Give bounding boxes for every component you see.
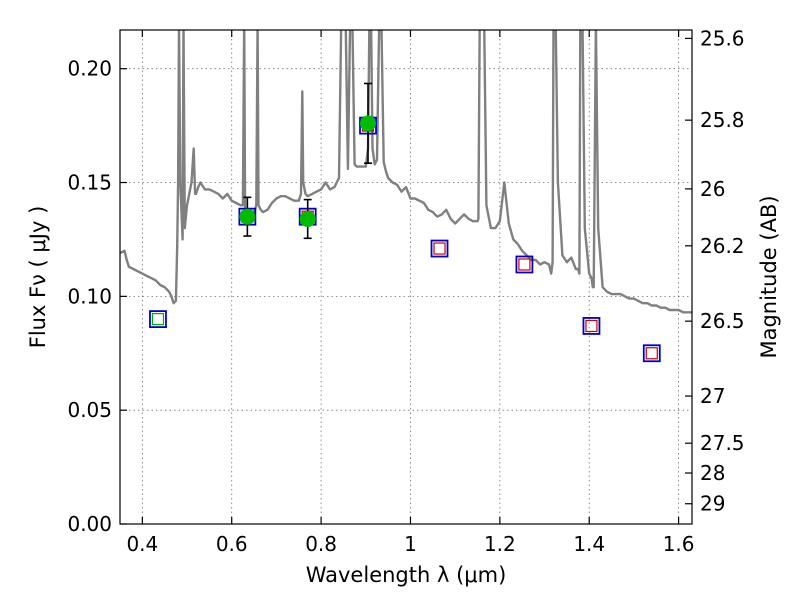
detection-circle-marker xyxy=(299,210,316,227)
photometry-square-marker xyxy=(642,344,661,363)
y2-tick-label: 25.8 xyxy=(700,108,745,132)
plot-frame xyxy=(119,29,693,525)
marker-layer xyxy=(149,82,661,363)
y-tick-label: 0.05 xyxy=(67,398,112,422)
y2-tick-label: 26.5 xyxy=(700,309,745,333)
y2-tick-label: 25.6 xyxy=(700,26,745,50)
y2-tick-label: 28 xyxy=(700,461,725,485)
tick-layer xyxy=(120,30,692,525)
y2-tick-label: 27 xyxy=(700,384,725,408)
y-tick-label: 0.00 xyxy=(67,512,112,536)
x-tick-label: 0.4 xyxy=(126,532,158,556)
photometry-square-marker xyxy=(515,255,534,274)
photometry-square-marker xyxy=(149,310,167,329)
x-axis-title: Wavelength λ (μm) xyxy=(306,563,507,587)
photometry-square-inner xyxy=(585,319,598,333)
model-spectrum-line xyxy=(120,30,692,314)
y2-tick-label: 29 xyxy=(700,492,725,516)
y2-tick-label: 27.5 xyxy=(700,431,745,455)
photometry-square-inner xyxy=(645,347,658,360)
photometry-square-marker xyxy=(582,317,601,335)
x-tick-label: 1.6 xyxy=(663,532,695,556)
y2-axis-title: Magnitude (AB) xyxy=(757,195,781,358)
x-tick-label: 1.2 xyxy=(484,532,516,556)
photometry-square-marker xyxy=(430,239,449,258)
x-tick-label: 0.6 xyxy=(216,532,248,556)
photometry-square-inner xyxy=(433,242,446,255)
detection-circle-marker xyxy=(239,208,256,225)
y2-tick-label: 26.2 xyxy=(700,234,745,258)
y-tick-label: 0.10 xyxy=(67,284,112,308)
x-tick-label: 1.4 xyxy=(573,532,605,556)
y-tick-label: 0.20 xyxy=(67,57,112,81)
y-tick-label: 0.15 xyxy=(67,171,112,195)
spectrum-layer xyxy=(120,30,692,314)
y-axis-title: Flux Fν ( μJy ) xyxy=(26,206,50,349)
grid-layer xyxy=(120,30,692,525)
label-layer: 0.4 0.6 0.8 1 1.2 1.4 1.6 0.00 0.05 0.10 0.15 0.20 2… xyxy=(67,26,744,556)
photometry-square-inner xyxy=(151,313,165,326)
x-tick-label: 0.8 xyxy=(305,532,337,556)
x-tick-label: 1 xyxy=(404,532,417,556)
y2-tick-label: 26 xyxy=(700,177,725,201)
photometry-square-inner xyxy=(518,258,531,271)
detection-circle-marker xyxy=(360,115,377,132)
